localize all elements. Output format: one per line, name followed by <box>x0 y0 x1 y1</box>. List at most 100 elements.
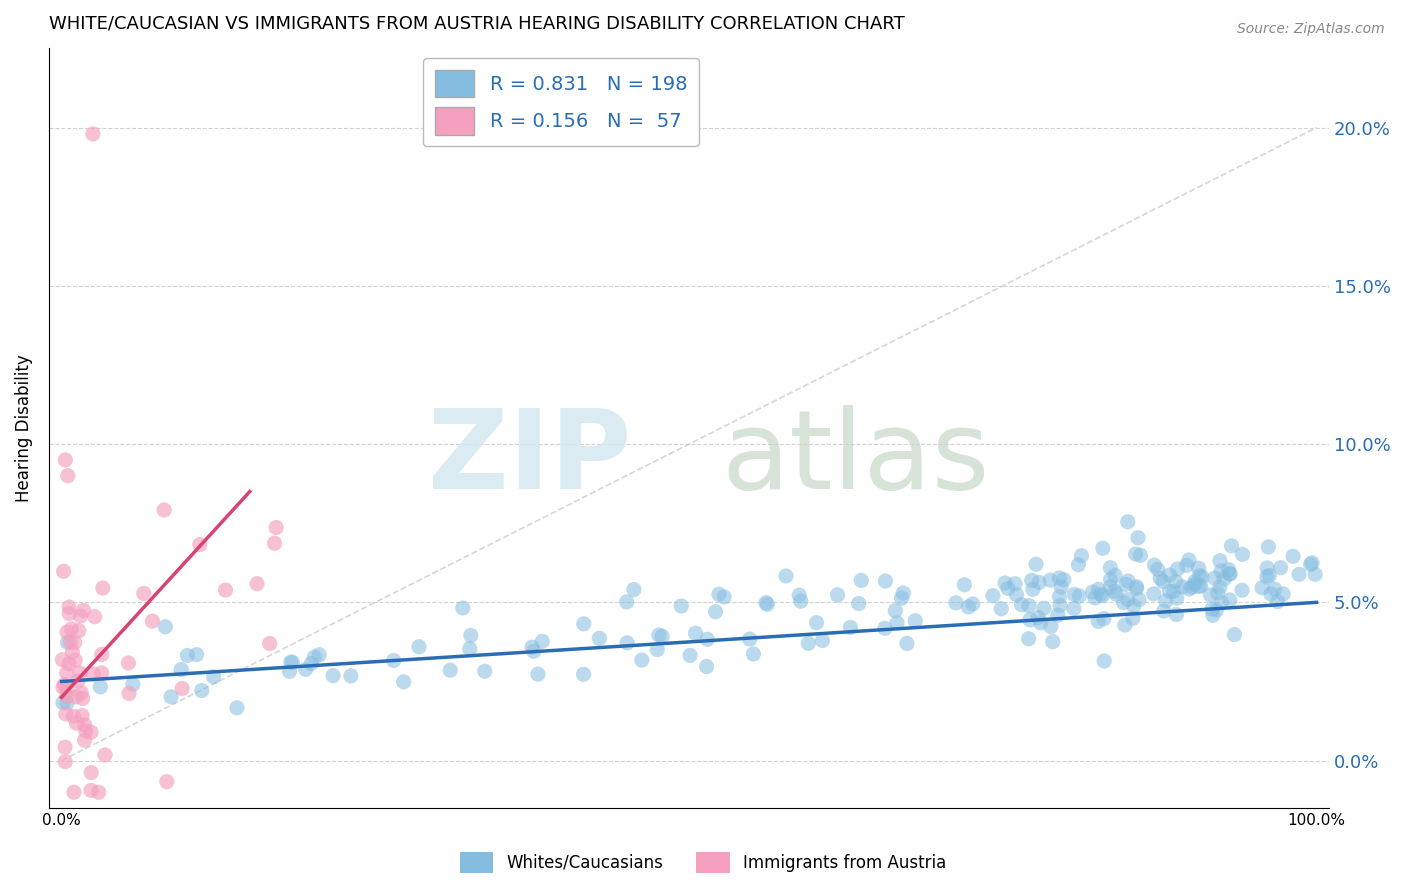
Point <box>1209 554 1232 568</box>
Point <box>1039 573 1062 587</box>
Point <box>1270 560 1292 574</box>
Point <box>160 690 183 704</box>
Point <box>278 665 301 679</box>
Point <box>1125 580 1147 594</box>
Point <box>671 599 693 613</box>
Point <box>685 626 707 640</box>
Point <box>1159 584 1181 599</box>
Point <box>80 725 103 739</box>
Point <box>1191 570 1213 584</box>
Point <box>1223 627 1246 641</box>
Point <box>87 785 110 799</box>
Point <box>58 600 80 615</box>
Point <box>1025 558 1047 572</box>
Point <box>1257 540 1279 554</box>
Point <box>53 755 76 769</box>
Point <box>1149 571 1171 585</box>
Point <box>1213 572 1236 586</box>
Point <box>1021 574 1043 588</box>
Point <box>72 691 94 706</box>
Point <box>264 520 287 534</box>
Point <box>875 574 897 588</box>
Point <box>1209 580 1232 594</box>
Point <box>299 657 322 671</box>
Point <box>1272 587 1295 601</box>
Point <box>572 667 595 681</box>
Point <box>58 607 80 621</box>
Point <box>75 723 97 738</box>
Point <box>945 596 967 610</box>
Point <box>94 747 117 762</box>
Point <box>294 662 316 676</box>
Point <box>1063 601 1085 615</box>
Point <box>214 583 236 598</box>
Point <box>1188 580 1211 594</box>
Point <box>797 636 820 650</box>
Point <box>1209 564 1232 578</box>
Point <box>756 598 779 612</box>
Point <box>82 127 104 141</box>
Text: atlas: atlas <box>721 405 990 512</box>
Point <box>56 696 79 710</box>
Point <box>631 653 654 667</box>
Point <box>1218 567 1240 582</box>
Point <box>787 588 810 602</box>
Point <box>1125 547 1147 561</box>
Point <box>382 653 405 667</box>
Point <box>153 503 176 517</box>
Point <box>80 783 103 797</box>
Point <box>1104 568 1126 582</box>
Point <box>616 595 638 609</box>
Point <box>1099 580 1122 594</box>
Point <box>1154 594 1177 608</box>
Point <box>1220 539 1243 553</box>
Point <box>1152 574 1174 589</box>
Point <box>896 636 918 650</box>
Point <box>65 690 87 704</box>
Point <box>118 686 141 700</box>
Point <box>141 614 163 628</box>
Point <box>645 642 668 657</box>
Point <box>623 582 645 597</box>
Point <box>884 604 907 618</box>
Point <box>304 650 326 665</box>
Point <box>59 635 82 649</box>
Point <box>1116 574 1139 588</box>
Point <box>1211 595 1233 609</box>
Point <box>1301 556 1323 570</box>
Point <box>1146 562 1168 576</box>
Point <box>1116 515 1139 529</box>
Text: ZIP: ZIP <box>427 405 631 512</box>
Point <box>1178 553 1201 567</box>
Point <box>1084 591 1107 605</box>
Point <box>156 774 179 789</box>
Point <box>1171 580 1194 594</box>
Point <box>1232 547 1254 561</box>
Point <box>827 588 849 602</box>
Point <box>460 628 482 642</box>
Point <box>1260 587 1282 601</box>
Point <box>1219 566 1241 581</box>
Point <box>51 653 73 667</box>
Point <box>73 733 96 747</box>
Point <box>56 625 79 640</box>
Point <box>1049 599 1071 613</box>
Point <box>1163 584 1185 599</box>
Point <box>155 620 177 634</box>
Point <box>523 644 546 658</box>
Point <box>1022 582 1045 597</box>
Point <box>52 696 75 710</box>
Point <box>1282 549 1305 564</box>
Point <box>572 616 595 631</box>
Point <box>53 453 76 467</box>
Point <box>69 609 91 624</box>
Point <box>1050 580 1073 594</box>
Point <box>527 667 550 681</box>
Point <box>1067 558 1090 572</box>
Point <box>713 590 735 604</box>
Point <box>1087 615 1109 629</box>
Point <box>172 681 194 696</box>
Point <box>90 665 112 680</box>
Point <box>1042 634 1064 648</box>
Point <box>1039 619 1062 633</box>
